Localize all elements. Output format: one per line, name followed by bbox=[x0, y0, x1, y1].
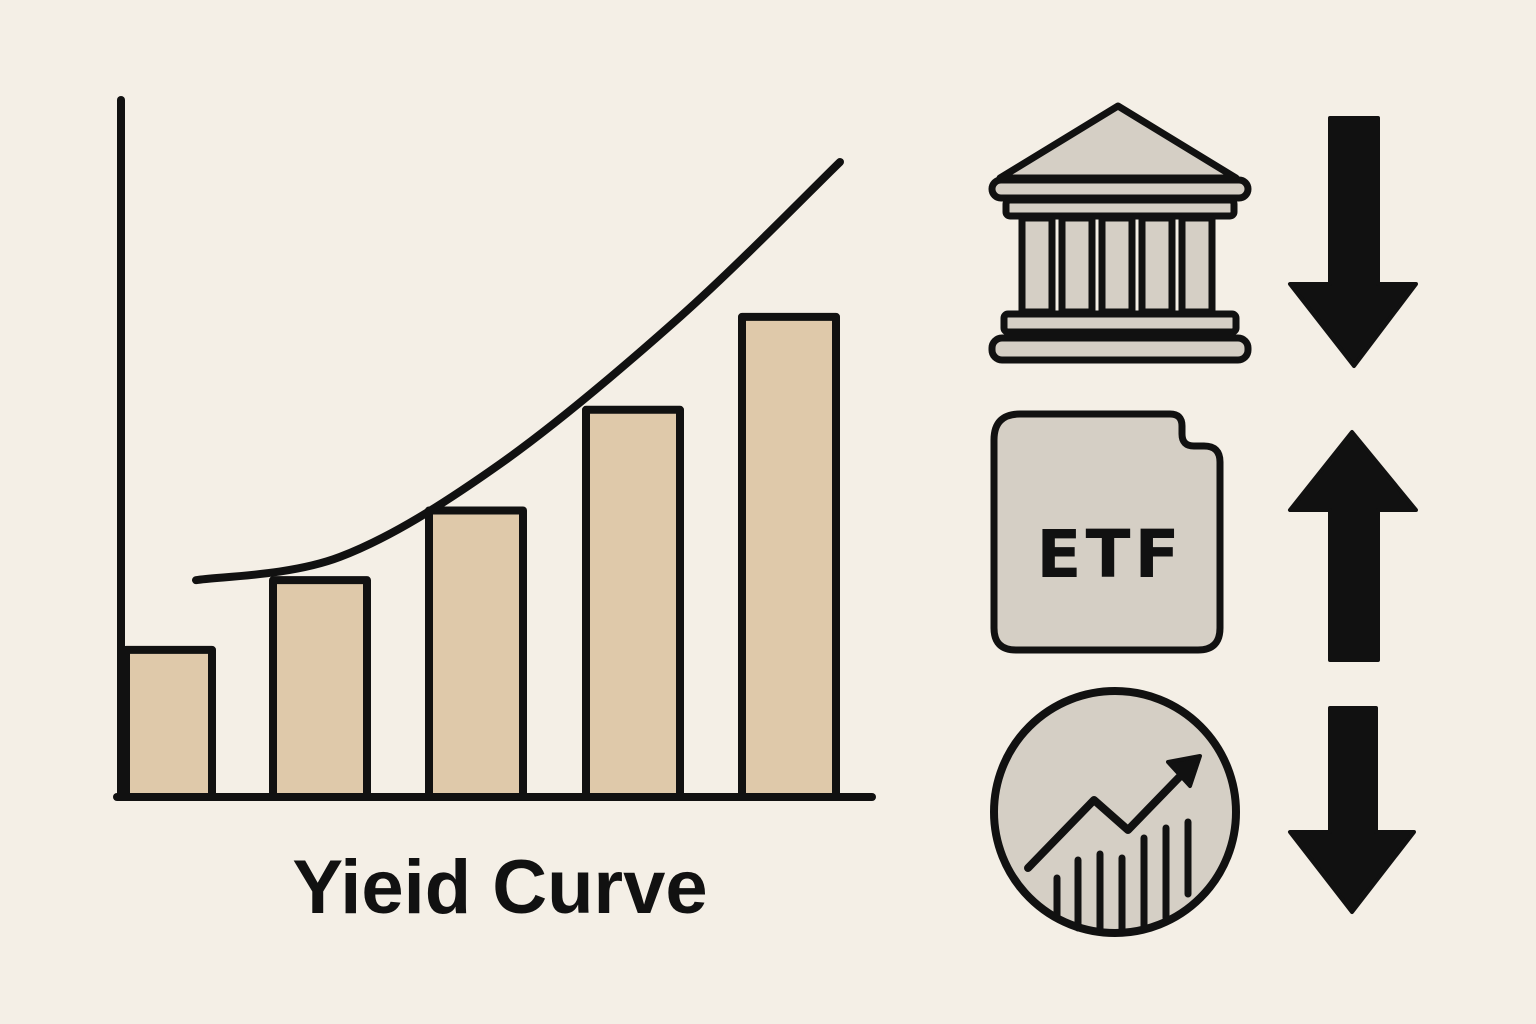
etf-label: ETF bbox=[1036, 516, 1183, 593]
yield-chart bbox=[113, 96, 876, 802]
up-arrow-icon bbox=[1288, 430, 1418, 662]
bar-4 bbox=[582, 405, 684, 801]
chart-title: Yieid Curve bbox=[292, 845, 707, 930]
bank-icon bbox=[988, 102, 1252, 364]
bar-3 bbox=[425, 506, 527, 801]
etf-icon: ETF bbox=[990, 410, 1224, 654]
down-arrow-icon bbox=[1288, 706, 1416, 914]
bar-1 bbox=[122, 645, 216, 801]
bar-5 bbox=[738, 312, 840, 801]
down-arrow-icon bbox=[1288, 116, 1418, 368]
bar-group bbox=[122, 312, 840, 802]
bar-2 bbox=[269, 576, 371, 802]
yield-curve-line bbox=[192, 157, 844, 585]
chart-circle-icon bbox=[990, 687, 1240, 937]
